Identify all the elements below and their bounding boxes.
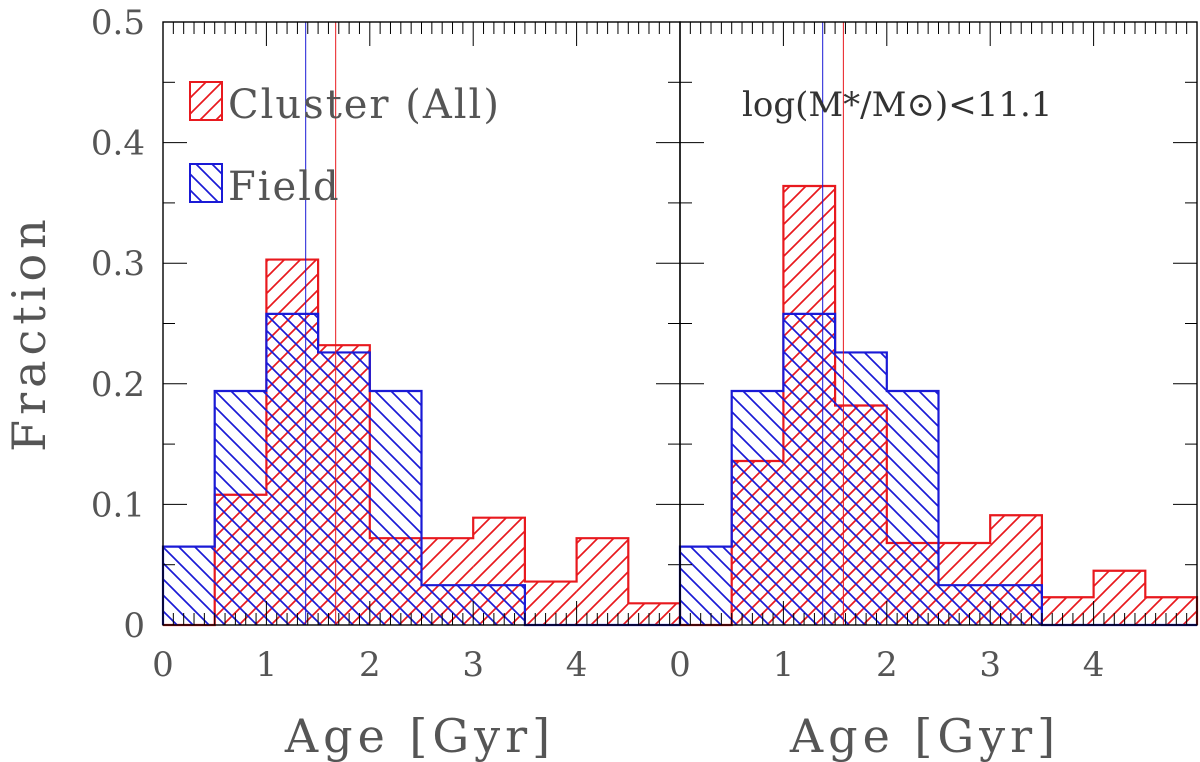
x-tick-label: 2 [876, 645, 898, 685]
field-legend-swatch [189, 163, 223, 203]
field-bar [680, 546, 732, 625]
left-x-axis-title: Age [Gyr] [284, 709, 555, 762]
cluster-bar [1093, 570, 1146, 625]
right-x-tick-labels: 0 1 2 3 4 [669, 645, 1104, 685]
y-tick-label: 0.1 [91, 485, 145, 525]
x-tick-label: 4 [566, 645, 588, 685]
y-tick-label: 0.4 [91, 124, 145, 164]
field-bar [369, 391, 422, 625]
right-panel: 0 1 2 3 4 Age [Gyr] log(M*/M⊙)<11.1 [669, 21, 1199, 762]
x-tick-label: 1 [773, 645, 795, 685]
field-bar [163, 546, 215, 625]
field-bar [266, 313, 319, 625]
right-median-lines [822, 22, 844, 625]
y-tick-labels: 0 0.1 0.2 0.3 0.4 0.5 [91, 3, 145, 646]
x-tick-label: 2 [359, 645, 381, 685]
cluster-bar [1145, 597, 1197, 625]
left-histogram-bars [161, 258, 682, 627]
cluster-bar [524, 581, 577, 625]
field-bar [938, 585, 991, 625]
left-axis-ticks [162, 21, 681, 626]
field-bar [214, 391, 267, 625]
field-bar [783, 313, 836, 625]
x-tick-label: 3 [979, 645, 1001, 685]
y-tick-label: 0.3 [91, 244, 145, 284]
field-bar [473, 585, 525, 625]
field-bar [731, 391, 784, 625]
right-histogram-bars [678, 184, 1199, 627]
legend-item-field: Field [189, 163, 341, 210]
field-bar [886, 391, 939, 625]
x-tick-label: 0 [152, 645, 174, 685]
cluster-legend-swatch [189, 81, 223, 121]
field-bar [835, 352, 887, 625]
field-legend-label: Field [228, 164, 341, 210]
mass-cut-annotation: log(M*/M⊙)<11.1 [742, 85, 1052, 125]
right-axis-ticks [679, 21, 1198, 626]
left-median-lines [305, 22, 337, 625]
y-tick-label: 0 [123, 606, 145, 646]
legend: Cluster (All) Field [189, 81, 501, 210]
right-panel-frame [679, 21, 1198, 626]
field-bar [990, 585, 1042, 625]
cluster-legend-label: Cluster (All) [228, 82, 501, 128]
x-tick-label: 4 [1083, 645, 1105, 685]
x-tick-label: 3 [462, 645, 484, 685]
field-bar [318, 352, 370, 625]
cluster-bar [576, 538, 629, 625]
y-tick-label: 0.5 [91, 3, 145, 43]
y-tick-label: 0.2 [91, 365, 145, 405]
x-tick-label: 0 [669, 645, 691, 685]
left-panel: 0 1 2 3 4 0 0.1 0.2 0.3 0.4 0.5 Age [Gyr] [91, 3, 682, 762]
cluster-bar [628, 603, 680, 625]
left-x-tick-labels: 0 1 2 3 4 [152, 645, 587, 685]
legend-item-cluster: Cluster (All) [189, 81, 501, 128]
cluster-bar [1041, 597, 1094, 625]
right-x-axis-title: Age [Gyr] [789, 709, 1060, 762]
field-bar [421, 585, 474, 625]
y-axis-title: Fraction [2, 214, 56, 452]
x-tick-label: 1 [256, 645, 278, 685]
